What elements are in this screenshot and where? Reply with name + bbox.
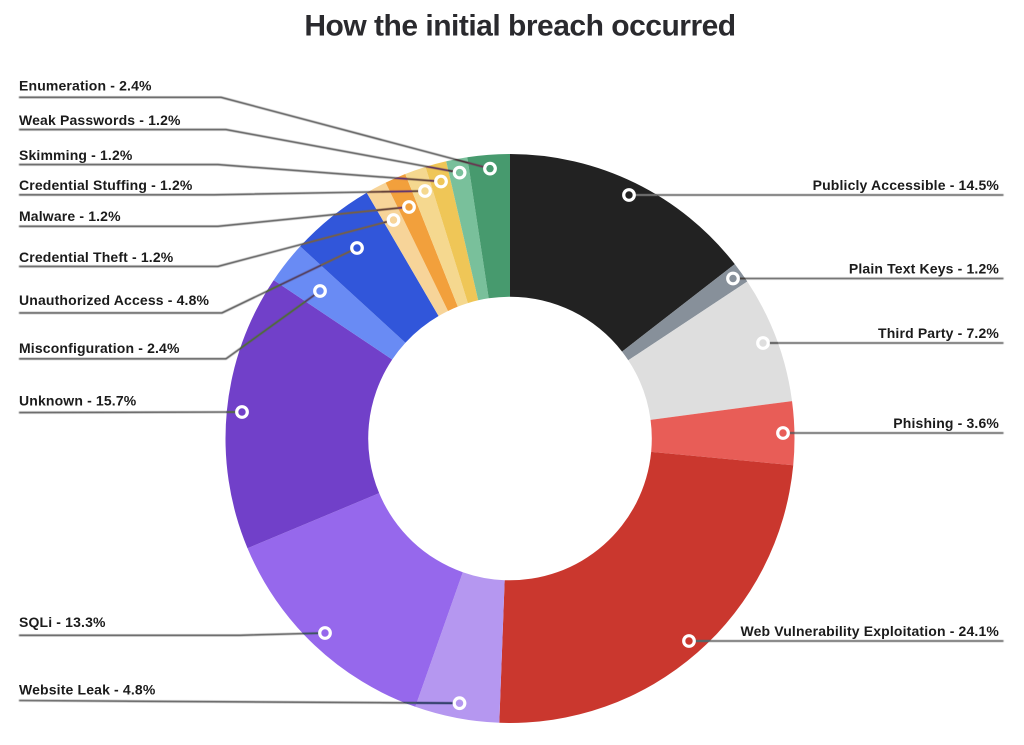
svg-text:Publicly Accessible - 14.5%: Publicly Accessible - 14.5%	[813, 177, 1000, 193]
svg-text:Credential Stuffing - 1.2%: Credential Stuffing - 1.2%	[19, 177, 193, 193]
svg-text:Misconfiguration - 2.4%: Misconfiguration - 2.4%	[19, 340, 180, 356]
svg-text:Phishing - 3.6%: Phishing - 3.6%	[893, 415, 999, 431]
svg-text:Credential Theft - 1.2%: Credential Theft - 1.2%	[19, 249, 174, 265]
svg-text:Unknown - 15.7%: Unknown - 15.7%	[19, 392, 137, 408]
svg-text:Enumeration - 2.4%: Enumeration - 2.4%	[19, 78, 152, 94]
svg-text:Website Leak - 4.8%: Website Leak - 4.8%	[19, 681, 156, 697]
svg-text:Malware - 1.2%: Malware - 1.2%	[19, 208, 121, 224]
svg-text:How the initial breach occurre: How the initial breach occurred	[304, 10, 735, 43]
svg-text:Skimming - 1.2%: Skimming - 1.2%	[19, 147, 133, 163]
svg-text:Weak Passwords - 1.2%: Weak Passwords - 1.2%	[19, 112, 181, 128]
svg-text:SQLi - 13.3%: SQLi - 13.3%	[19, 614, 106, 630]
svg-text:Web Vulnerability Exploitation: Web Vulnerability Exploitation - 24.1%	[740, 623, 999, 639]
svg-text:Plain Text Keys - 1.2%: Plain Text Keys - 1.2%	[849, 261, 1000, 277]
svg-text:Third Party - 7.2%: Third Party - 7.2%	[878, 325, 999, 341]
svg-text:Unauthorized Access - 4.8%: Unauthorized Access - 4.8%	[19, 292, 210, 308]
